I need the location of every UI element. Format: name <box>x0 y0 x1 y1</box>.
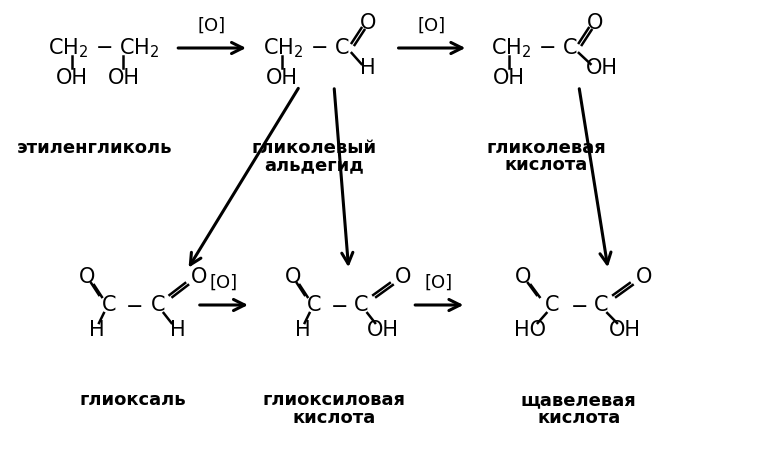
Text: $-$: $-$ <box>331 295 347 315</box>
Text: [O]: [O] <box>425 274 453 292</box>
Text: CH$_2$ $-$ C: CH$_2$ $-$ C <box>263 36 350 60</box>
Text: C: C <box>594 295 609 315</box>
Text: OH: OH <box>55 68 87 88</box>
Text: O: O <box>394 267 410 287</box>
Text: OH: OH <box>609 320 641 340</box>
Text: C: C <box>354 295 369 315</box>
Text: кислота: кислота <box>505 156 588 174</box>
Text: $-$: $-$ <box>570 295 587 315</box>
Text: альдегид: альдегид <box>264 156 364 174</box>
Text: кислота: кислота <box>537 409 620 427</box>
Text: O: O <box>587 13 603 33</box>
Text: CH$_2$ $-$ C: CH$_2$ $-$ C <box>490 36 577 60</box>
Text: C: C <box>545 295 559 315</box>
Text: OH: OH <box>367 320 399 340</box>
Text: этиленгликоль: этиленгликоль <box>17 139 172 157</box>
Text: OH: OH <box>107 68 140 88</box>
Text: OH: OH <box>493 68 525 88</box>
Text: гликолевый: гликолевый <box>252 139 377 157</box>
Text: щавелевая: щавелевая <box>521 391 637 409</box>
Text: [O]: [O] <box>418 17 446 35</box>
Text: O: O <box>636 267 653 287</box>
Text: гликолевая: гликолевая <box>486 139 606 157</box>
Text: O: O <box>360 13 376 33</box>
Text: H: H <box>169 320 185 340</box>
Text: глиоксаль: глиоксаль <box>80 391 186 409</box>
Text: O: O <box>79 267 96 287</box>
Text: кислота: кислота <box>293 409 375 427</box>
Text: C: C <box>102 295 116 315</box>
Text: [O]: [O] <box>209 274 237 292</box>
Text: H: H <box>89 320 105 340</box>
Text: CH$_2$ $-$ CH$_2$: CH$_2$ $-$ CH$_2$ <box>48 36 160 60</box>
Text: O: O <box>191 267 207 287</box>
Text: O: O <box>515 267 531 287</box>
Text: глиоксиловая: глиоксиловая <box>262 391 406 409</box>
Text: C: C <box>307 295 321 315</box>
Text: [O]: [O] <box>198 17 226 35</box>
Text: H: H <box>360 58 376 78</box>
Text: O: O <box>285 267 301 287</box>
Text: OH: OH <box>266 68 298 88</box>
Text: H: H <box>295 320 311 340</box>
Text: $-$: $-$ <box>125 295 142 315</box>
Text: HO: HO <box>514 320 546 340</box>
Text: C: C <box>150 295 165 315</box>
Text: OH: OH <box>586 58 619 78</box>
